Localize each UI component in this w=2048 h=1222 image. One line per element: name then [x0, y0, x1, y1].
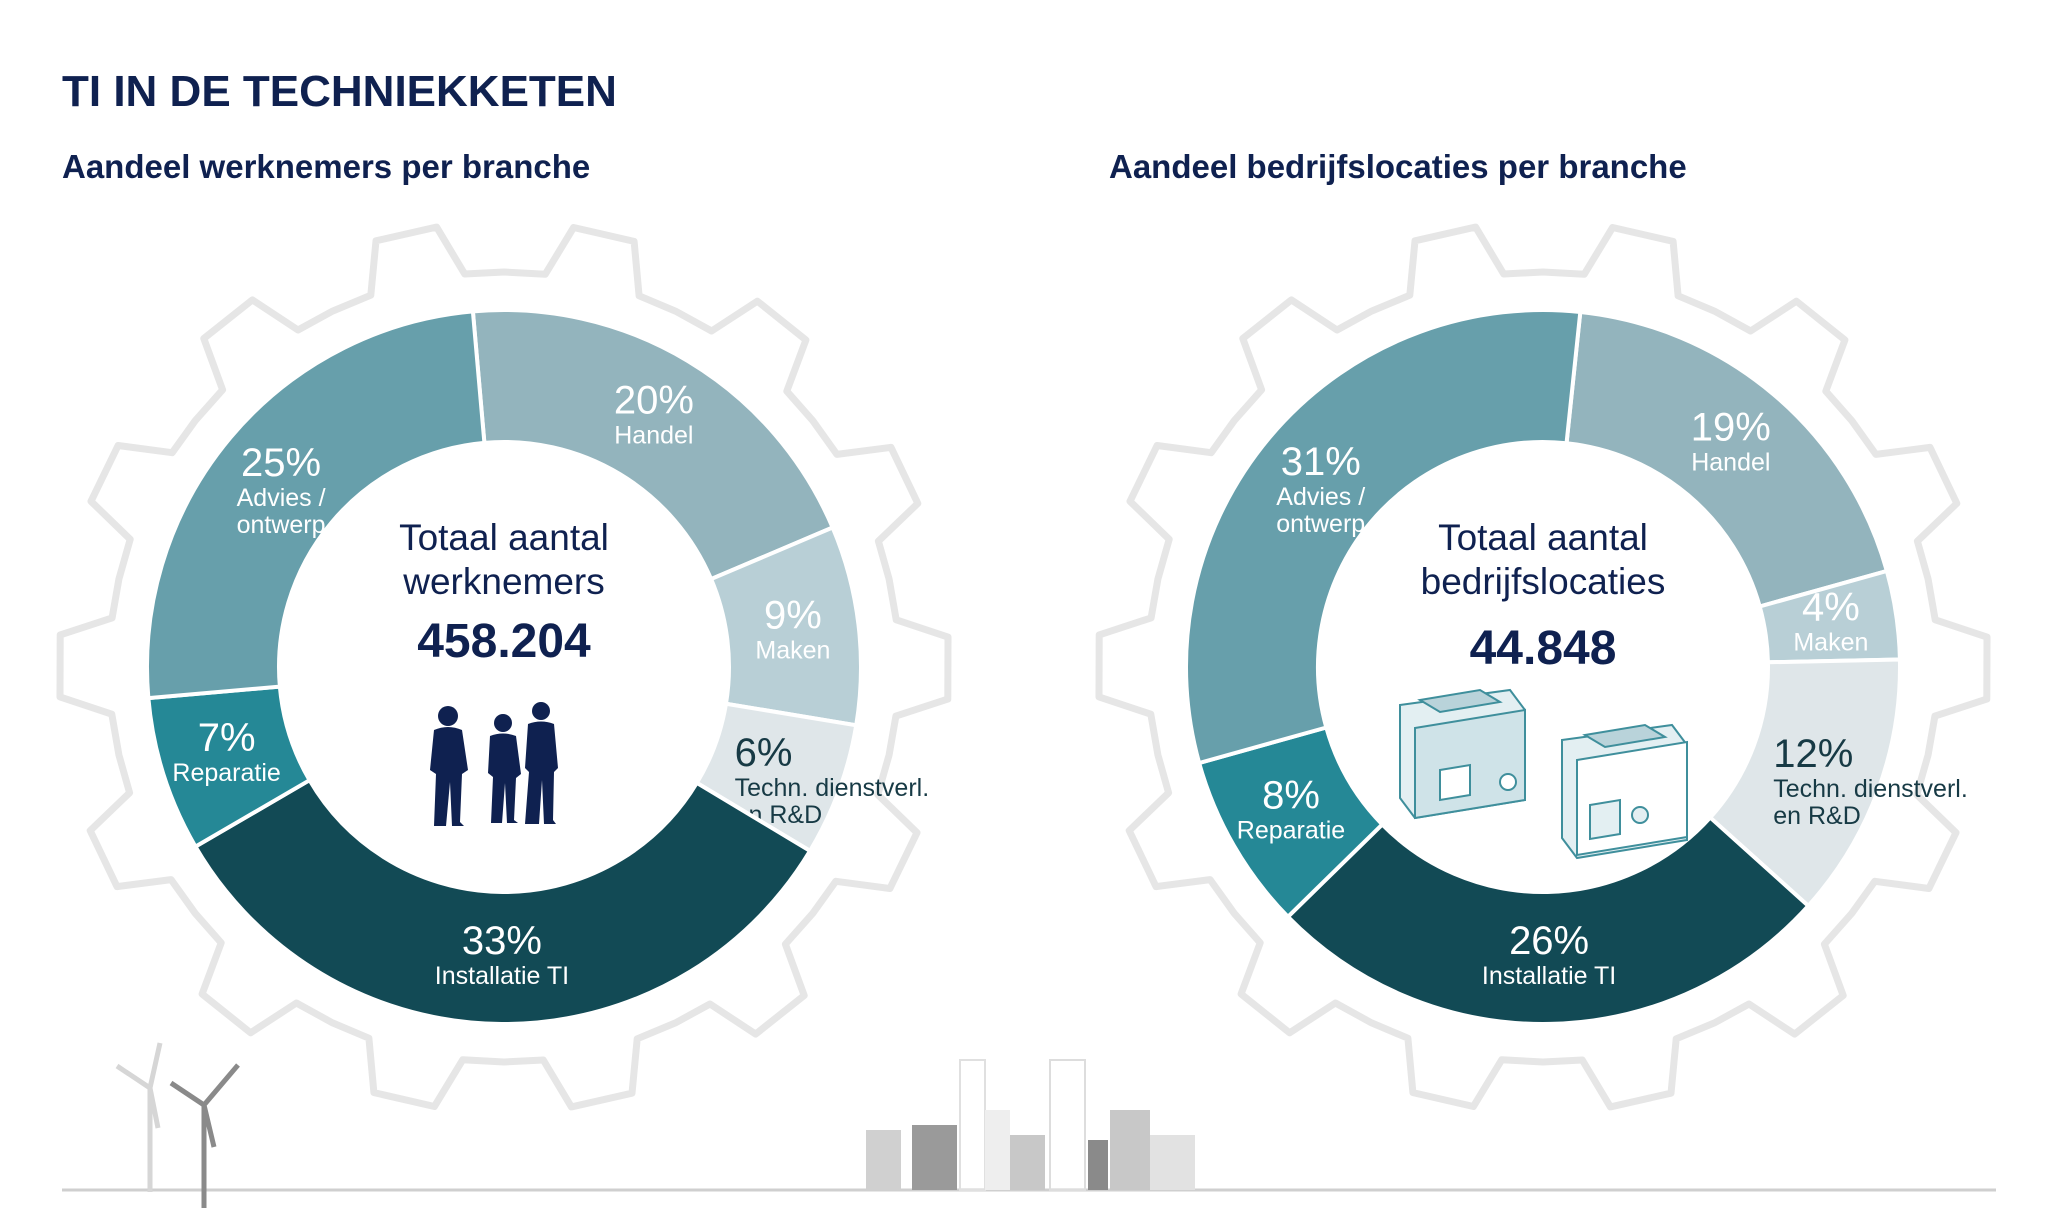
center-label-line2: bedrijfslocaties	[1421, 561, 1666, 602]
slice-percent-label: 4%	[1802, 585, 1860, 629]
slice-percent-label: 25%	[241, 441, 321, 485]
page-title: TI IN DE TECHNIEKKETEN	[62, 67, 617, 116]
donut-bedrijfslocaties: 19%Handel 4%Maken 12%Techn. dienstverl.en …	[1184, 308, 1968, 1026]
slice-percent-label: 12%	[1773, 732, 1853, 776]
center-label-line1: Totaal aantal	[1438, 517, 1648, 558]
center-label-line1: Totaal aantal	[399, 517, 609, 558]
slice-name-label: Handel	[1691, 449, 1770, 477]
slice-percent-label: 8%	[1262, 774, 1320, 818]
slice-name-label: Advies /	[1276, 483, 1365, 511]
slice-handel	[1564, 309, 1890, 609]
slice-name-label: Maken	[755, 637, 830, 665]
slice-advies	[1184, 308, 1583, 766]
slice-percent-label: 31%	[1281, 440, 1361, 484]
people-silhouettes-icon	[430, 702, 558, 826]
slice-name-label: Techn. dienstverl.	[735, 774, 930, 802]
slice-name-label: Advies /	[237, 484, 326, 512]
center-label-line2: werknemers	[402, 561, 605, 602]
slice-percent-label: 26%	[1509, 919, 1589, 963]
slice-percent-label: 19%	[1691, 406, 1771, 450]
slice-percent-label: 7%	[198, 716, 256, 760]
slice-installatie	[1285, 814, 1812, 1026]
slice-name-label: Reparatie	[172, 759, 280, 787]
slice-handel	[470, 308, 836, 582]
slice-name-label: Installatie TI	[1482, 962, 1616, 990]
city-skyline-icon	[866, 1059, 1195, 1191]
slice-name-label: ontwerp	[237, 511, 326, 539]
slice-name-label: Handel	[614, 422, 693, 450]
slice-advies	[144, 309, 487, 701]
slice-percent-label: 9%	[764, 594, 822, 638]
slice-name-label: ontwerp	[1276, 510, 1365, 538]
wind-turbine-icon	[169, 1063, 240, 1208]
slice-percent-label: 33%	[462, 919, 542, 963]
slice-name-label: Reparatie	[1237, 817, 1345, 845]
wind-turbine-icon	[115, 1042, 163, 1192]
chart-title-werknemers: Aandeel werknemers per branche	[62, 148, 590, 185]
slice-name-label: Installatie TI	[435, 962, 569, 990]
slice-name-label: Techn. dienstverl.	[1773, 775, 1968, 803]
chart-title-bedrijfslocaties: Aandeel bedrijfslocaties per branche	[1109, 148, 1687, 185]
slice-percent-label: 6%	[735, 731, 793, 775]
center-value: 44.848	[1470, 622, 1617, 675]
slice-name-label: en R&D	[1773, 802, 1861, 830]
slice-installatie	[192, 777, 813, 1026]
center-value: 458.204	[417, 615, 591, 668]
buildings-icon	[1399, 688, 1688, 860]
slice-percent-label: 20%	[614, 379, 694, 423]
slice-name-label: Maken	[1793, 628, 1868, 656]
